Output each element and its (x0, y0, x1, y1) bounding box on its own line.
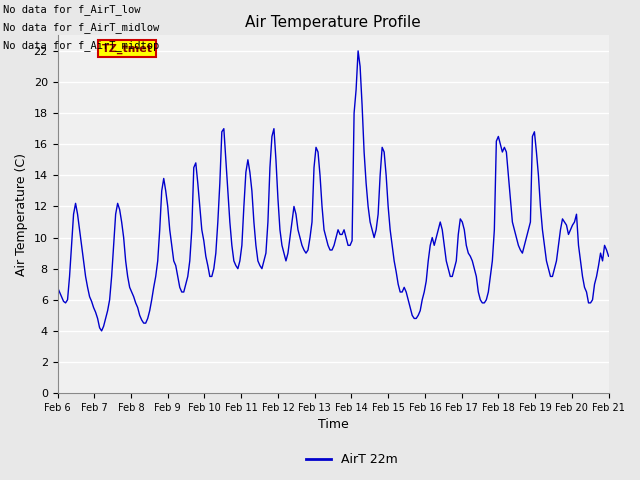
X-axis label: Time: Time (317, 419, 348, 432)
Y-axis label: Air Temperature (C): Air Temperature (C) (15, 153, 28, 276)
Text: TZ_tmet: TZ_tmet (102, 43, 152, 54)
Legend: AirT 22m: AirT 22m (301, 448, 403, 471)
Text: No data for f_AirT_midlow: No data for f_AirT_midlow (3, 22, 159, 33)
Title: Air Temperature Profile: Air Temperature Profile (245, 15, 421, 30)
Text: No data for f_AirT_midtop: No data for f_AirT_midtop (3, 40, 159, 51)
Text: No data for f_AirT_low: No data for f_AirT_low (3, 4, 141, 15)
